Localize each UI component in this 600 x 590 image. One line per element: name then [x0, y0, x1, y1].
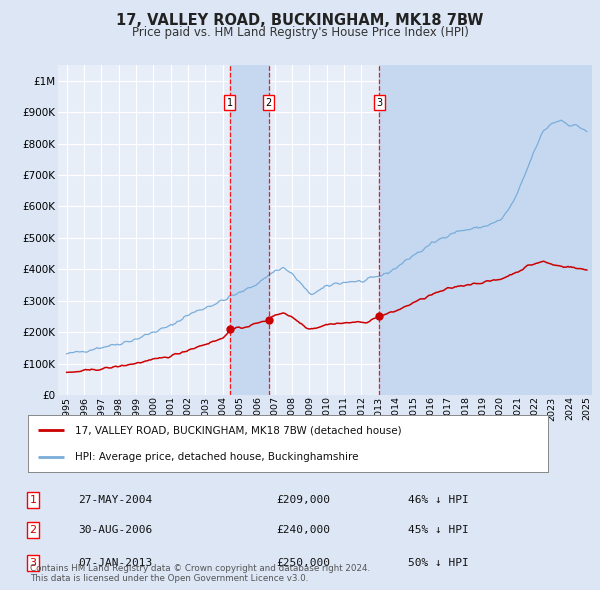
Text: HPI: Average price, detached house, Buckinghamshire: HPI: Average price, detached house, Buck… [75, 451, 358, 461]
Text: 2: 2 [29, 525, 37, 535]
Text: 1: 1 [29, 495, 37, 505]
Text: £240,000: £240,000 [276, 525, 330, 535]
Text: 45% ↓ HPI: 45% ↓ HPI [408, 525, 469, 535]
Text: 1: 1 [227, 98, 233, 108]
Text: 07-JAN-2013: 07-JAN-2013 [78, 558, 152, 568]
Text: 17, VALLEY ROAD, BUCKINGHAM, MK18 7BW (detached house): 17, VALLEY ROAD, BUCKINGHAM, MK18 7BW (d… [75, 425, 401, 435]
Bar [379, 65, 592, 395]
Text: 17, VALLEY ROAD, BUCKINGHAM, MK18 7BW: 17, VALLEY ROAD, BUCKINGHAM, MK18 7BW [116, 13, 484, 28]
Text: 46% ↓ HPI: 46% ↓ HPI [408, 495, 469, 505]
Text: 3: 3 [376, 98, 382, 108]
Text: 3: 3 [29, 558, 37, 568]
Text: 2: 2 [266, 98, 272, 108]
Text: 30-AUG-2006: 30-AUG-2006 [78, 525, 152, 535]
Text: £250,000: £250,000 [276, 558, 330, 568]
Bar [230, 65, 269, 395]
Text: 50% ↓ HPI: 50% ↓ HPI [408, 558, 469, 568]
Text: 27-MAY-2004: 27-MAY-2004 [78, 495, 152, 505]
Text: Contains HM Land Registry data © Crown copyright and database right 2024.
This d: Contains HM Land Registry data © Crown c… [30, 563, 370, 583]
Text: £209,000: £209,000 [276, 495, 330, 505]
Text: Price paid vs. HM Land Registry's House Price Index (HPI): Price paid vs. HM Land Registry's House … [131, 26, 469, 39]
